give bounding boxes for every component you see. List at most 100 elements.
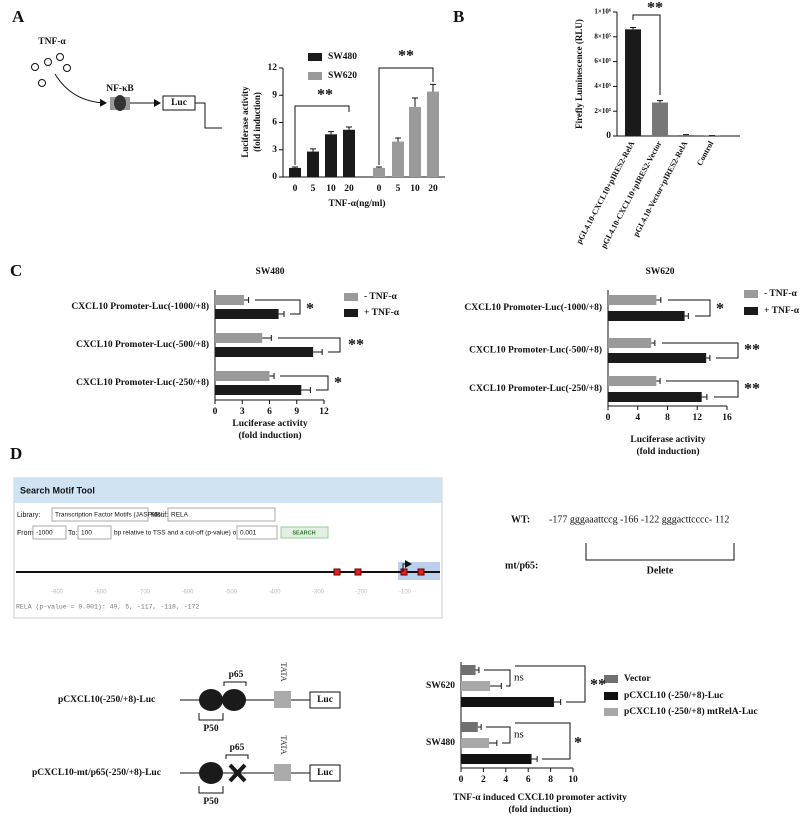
bar — [608, 311, 685, 321]
ligand — [38, 79, 46, 87]
field-label: From: — [17, 530, 35, 537]
bar — [215, 333, 263, 343]
track-tick-label: -800 — [94, 590, 107, 596]
reporter-label: Luc — [317, 768, 333, 778]
error-bar — [412, 97, 418, 108]
significance-bracket — [378, 67, 434, 165]
error-bar — [430, 83, 436, 92]
significance-label: * — [716, 301, 724, 318]
significance-label: * — [334, 375, 342, 392]
significance-label: ns — [514, 672, 524, 684]
select-value: RELA — [171, 512, 189, 519]
ligand — [44, 58, 52, 66]
bar — [215, 309, 279, 319]
significance-label: ** — [317, 87, 333, 104]
x-axis-label: TNF-α(ng/ml) — [328, 198, 385, 209]
bar — [325, 134, 337, 177]
track-tick-label: -100 — [399, 590, 412, 596]
motif-site — [354, 568, 362, 576]
significance-label: ** — [647, 0, 663, 17]
site-label: P50 — [203, 724, 219, 734]
bar — [461, 754, 532, 764]
x-tick-label: 10 — [326, 184, 336, 194]
legend-label: Vector — [624, 674, 651, 684]
select[interactable] — [51, 507, 149, 522]
deletion-label: Delete — [647, 565, 674, 576]
error-bar — [269, 373, 275, 379]
x-axis-label: (fold induction) — [238, 430, 301, 441]
bracket — [585, 543, 735, 561]
select[interactable] — [32, 525, 67, 540]
bar — [343, 129, 355, 177]
significance-label: ** — [348, 337, 364, 354]
error-bar — [244, 297, 250, 303]
error-bar — [531, 756, 538, 762]
significance-bracket — [666, 380, 739, 398]
y-tick-label: 6 — [272, 118, 277, 128]
bar — [625, 29, 641, 136]
reporter-label: Luc — [317, 695, 333, 705]
x-axis-label: (fold induction) — [636, 446, 699, 457]
bar — [678, 135, 694, 136]
x-tick-label: 6 — [267, 407, 272, 417]
significance-label: ** — [744, 381, 760, 398]
select[interactable] — [167, 507, 276, 522]
significance-label: ** — [590, 677, 606, 694]
ligand — [56, 53, 64, 61]
track-tick-label: -900 — [51, 590, 64, 596]
search-button[interactable] — [280, 526, 329, 539]
bracket — [198, 786, 224, 794]
tool-header — [14, 478, 442, 503]
sequence-label: mt/p65: — [505, 560, 538, 571]
legend-swatch — [308, 53, 322, 61]
track-tick-label: -500 — [225, 590, 238, 596]
x-tick-label: 0 — [606, 413, 611, 423]
tata-label: TATA — [279, 735, 288, 754]
x-tick-label: 10 — [568, 775, 578, 785]
pathway-diagram: TNF-α NF-κB Luc — [31, 37, 222, 129]
y-tick-label: 9 — [272, 90, 277, 100]
x-axis-label: Luciferase activity — [630, 435, 705, 445]
significance-bracket — [668, 299, 711, 317]
x-tick-label: 5 — [396, 184, 401, 194]
y-tick-label: 0 — [272, 172, 277, 182]
significance-bracket — [484, 669, 511, 687]
site-label: P50 — [203, 797, 219, 807]
significance-bracket — [515, 722, 571, 760]
y-tick-label: SW620 — [426, 681, 455, 691]
y-axis-label: Firefly Luminescence (RLU) — [574, 19, 584, 129]
select-value: Transcription Factor Motifs (JASPAR — [55, 512, 161, 519]
y-tick-label: 12 — [268, 63, 278, 73]
x-tick-label: 4 — [635, 413, 640, 423]
significance-bracket — [278, 337, 341, 353]
select[interactable] — [77, 525, 112, 540]
panel-label: B — [453, 7, 464, 26]
significance-label: ns — [514, 729, 524, 741]
y-tick-label: 8×10⁵ — [594, 32, 611, 40]
legend-label: pCXCL10 (-250/+8) mtRelA-Luc — [624, 706, 758, 717]
bracket — [225, 754, 249, 759]
factor — [114, 95, 126, 111]
bar — [461, 738, 489, 748]
bar — [461, 665, 476, 675]
motif-site — [333, 568, 341, 576]
result-text: RELA (p-value = 0.001): 49, 5, -117, -11… — [16, 604, 199, 611]
x-tick-label: 20 — [428, 184, 438, 194]
x-tick-label: 16 — [722, 413, 732, 423]
error-bar — [262, 335, 272, 341]
legend-label: SW620 — [328, 71, 357, 81]
panel-label: A — [12, 7, 25, 26]
bar — [608, 353, 707, 363]
ligand-label: TNF-α — [38, 37, 66, 47]
significance-bracket — [662, 342, 739, 359]
x-tick-label: 0 — [459, 775, 464, 785]
error-bar — [278, 311, 285, 317]
select[interactable] — [236, 525, 278, 540]
connector — [195, 102, 222, 129]
select-value: 0.001 — [240, 530, 257, 537]
significance-bracket — [486, 726, 511, 744]
error-bar — [490, 683, 502, 689]
legend-swatch — [344, 309, 358, 317]
x-tick-label: pGL4.10-Vector+pIRES2-RelA — [631, 139, 689, 238]
x-axis-label: TNF-α induced CXCL10 promoter activity — [453, 793, 627, 803]
